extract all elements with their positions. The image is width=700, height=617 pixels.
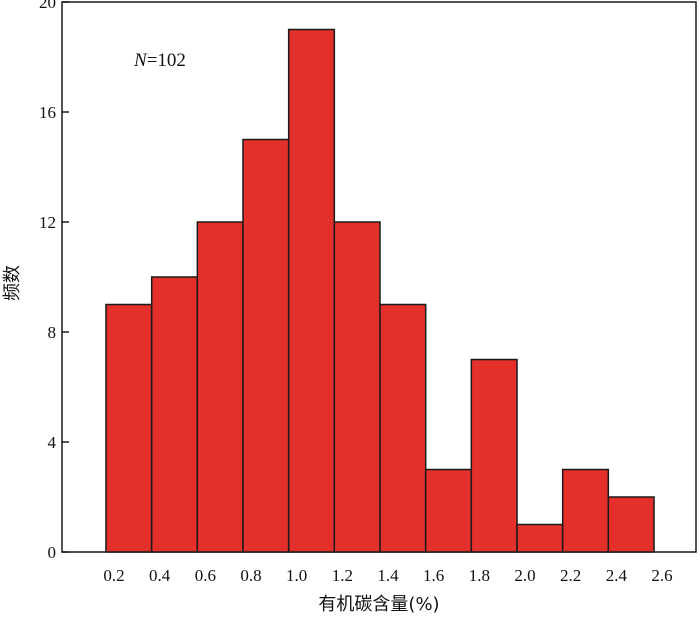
x-axis-tick-labels: 0.2 0.4 0.6 0.8 1.0 1.2 1.4 1.6 1.8 2.0 2.2 2.4 2.6 — [103, 566, 672, 585]
sample-size-var: N — [133, 50, 148, 71]
histogram-bar — [105, 303, 153, 553]
x-tick-label: 2.0 — [514, 566, 535, 585]
x-tick-label: 0.2 — [103, 566, 124, 585]
x-tick-label: 1.4 — [377, 566, 399, 585]
y-axis-title: 频数 — [2, 265, 23, 301]
x-tick-label: 2.4 — [606, 566, 628, 585]
histogram-bar — [561, 468, 610, 553]
x-tick-label: 2.6 — [651, 566, 672, 585]
x-axis-title: 有机碳含量(%) — [318, 594, 439, 615]
bars-group — [105, 28, 655, 553]
histogram-bar — [424, 468, 473, 553]
x-tick-label: 0.8 — [240, 566, 261, 585]
y-tick-label: 0 — [48, 543, 57, 562]
x-tick-label: 1.2 — [332, 566, 353, 585]
x-tick-label: 1.6 — [423, 566, 444, 585]
x-tick-label: 0.4 — [149, 566, 171, 585]
histogram-bar — [287, 28, 336, 553]
histogram-bar — [333, 221, 381, 553]
histogram-bar — [607, 496, 655, 553]
histogram-bar — [379, 303, 427, 553]
histogram-bar — [196, 221, 244, 553]
x-tick-label: 2.2 — [560, 566, 581, 585]
histogram-bar — [150, 276, 199, 553]
y-tick-label: 12 — [39, 213, 56, 232]
y-tick-label: 20 — [39, 0, 56, 12]
x-tick-label: 1.0 — [286, 566, 307, 585]
sample-size-eq: =102 — [147, 50, 186, 71]
y-axis-ticks: 0 4 8 12 16 20 — [39, 0, 69, 562]
sample-size-annotation: N=102 — [133, 50, 186, 71]
x-tick-label: 0.6 — [195, 566, 216, 585]
histogram-bar — [242, 138, 290, 553]
y-tick-label: 8 — [48, 323, 57, 342]
y-tick-label: 16 — [39, 103, 56, 122]
histogram-bar — [516, 523, 564, 553]
y-tick-label: 4 — [48, 433, 57, 452]
x-tick-label: 1.8 — [469, 566, 490, 585]
histogram-bar — [470, 358, 518, 553]
